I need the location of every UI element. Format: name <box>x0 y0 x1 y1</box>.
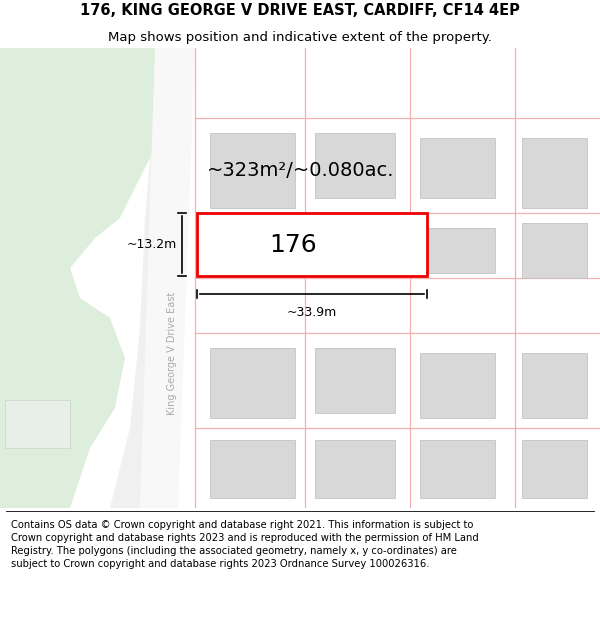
Polygon shape <box>0 48 165 508</box>
Text: 176: 176 <box>270 232 317 256</box>
Bar <box>210 440 295 498</box>
Bar <box>315 440 395 498</box>
Bar <box>522 353 587 418</box>
Bar <box>315 348 395 413</box>
Bar <box>522 440 587 498</box>
Bar <box>522 138 587 208</box>
Text: ~13.2m: ~13.2m <box>127 238 177 251</box>
Polygon shape <box>110 48 195 508</box>
Polygon shape <box>140 48 195 508</box>
Bar <box>210 133 295 208</box>
Text: ~323m²/~0.080ac.: ~323m²/~0.080ac. <box>207 161 394 181</box>
Text: 176, KING GEORGE V DRIVE EAST, CARDIFF, CF14 4EP: 176, KING GEORGE V DRIVE EAST, CARDIFF, … <box>80 3 520 18</box>
Bar <box>420 228 495 273</box>
Text: ~33.9m: ~33.9m <box>287 306 337 319</box>
Bar <box>420 353 495 418</box>
Text: King George V Drive East: King George V Drive East <box>167 291 177 414</box>
Bar <box>420 138 495 198</box>
Bar <box>197 213 427 276</box>
Bar <box>522 223 587 278</box>
Bar <box>210 348 295 418</box>
Bar <box>5 400 70 448</box>
Bar <box>420 440 495 498</box>
Bar <box>315 133 395 198</box>
Text: Map shows position and indicative extent of the property.: Map shows position and indicative extent… <box>108 31 492 44</box>
Text: Contains OS data © Crown copyright and database right 2021. This information is : Contains OS data © Crown copyright and d… <box>11 520 479 569</box>
